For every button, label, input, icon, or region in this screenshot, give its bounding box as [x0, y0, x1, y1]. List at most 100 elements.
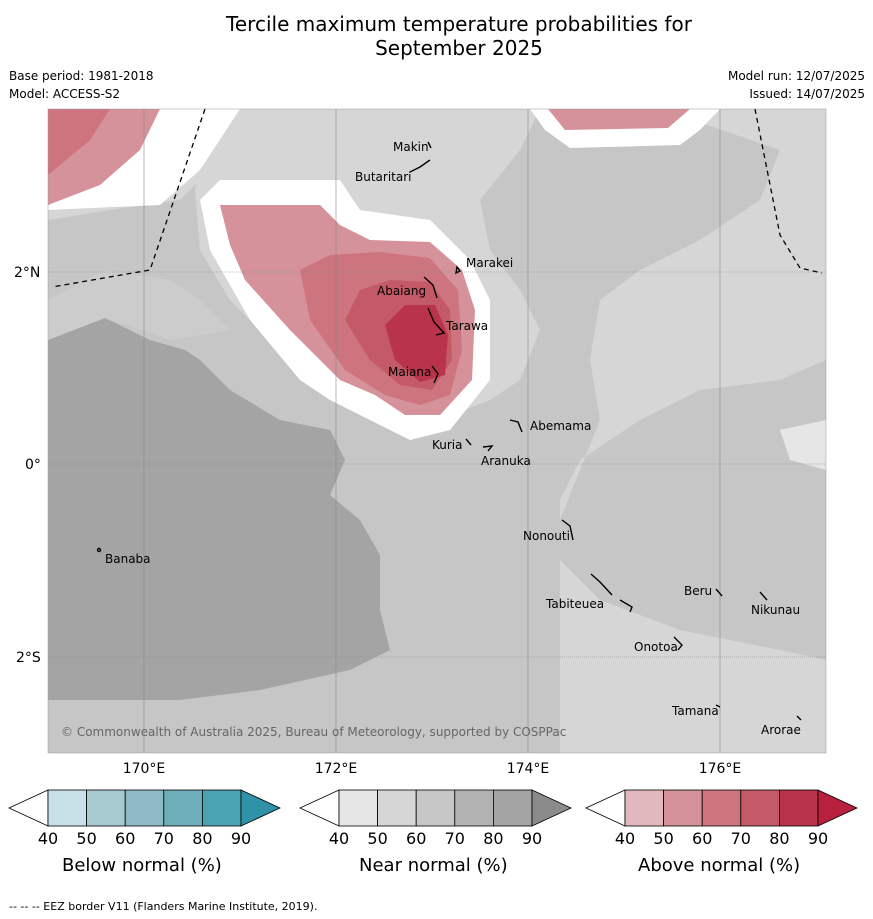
- place-label: Arorae: [761, 723, 801, 737]
- colorbar-segment: [415, 789, 456, 827]
- colorbar-tick-label: 60: [692, 829, 712, 848]
- island-kuria-shape: [465, 438, 472, 446]
- model-name: Model: ACCESS-S2: [9, 87, 121, 101]
- colorbar-segment: [454, 789, 494, 827]
- graticule: [48, 109, 826, 753]
- title-line-2: September 2025: [375, 36, 543, 60]
- island-onotoa-shape: [673, 636, 683, 651]
- colorbar-tick-label: 60: [115, 829, 135, 848]
- colorbar-tick-label: 40: [38, 829, 58, 848]
- place-label: Tabiteuea: [545, 597, 604, 611]
- colorbar-tick-label: 40: [329, 829, 349, 848]
- eez-border-west: [51, 108, 206, 288]
- colorbar-segment: [740, 789, 780, 827]
- colorbar-tick-label: 70: [731, 829, 751, 848]
- colorbar-high-extension: [531, 789, 572, 827]
- colorbar-tick-label: 70: [154, 829, 174, 848]
- colorbar-group: 40 50 60 70 80 90 40 50 60 70 80 90 40 50 60 70 80 90: [8, 789, 858, 848]
- colorbar-low-extension: [585, 789, 626, 827]
- colorbar-low-extension: [8, 789, 49, 827]
- colorbar-tick-label: 60: [406, 829, 426, 848]
- copyright-notice: © Commonwealth of Australia 2025, Bureau…: [61, 725, 566, 739]
- colorbar-tick-label: 80: [483, 829, 503, 848]
- place-label: Aranuka: [481, 454, 531, 468]
- near-normal-40-50-east: [780, 420, 826, 470]
- place-label: Nikunau: [751, 603, 800, 617]
- base-period: Base period: 1981-2018: [9, 69, 154, 83]
- map-frame: [47, 108, 827, 754]
- colorbar-tick-label: 90: [808, 829, 828, 848]
- island-maiana-shape: [431, 365, 439, 384]
- legend-title-near: Near normal (%): [359, 855, 508, 876]
- above-normal-60-70-nw: [48, 109, 110, 175]
- meta-left: Base period: 1981-2018 Model: ACCESS-S2: [9, 67, 154, 103]
- colorbar-segment: [86, 789, 126, 827]
- place-label: Tamana: [671, 704, 719, 718]
- colorbar-segment: [124, 789, 165, 827]
- eez-border: [51, 108, 823, 288]
- issued-date: Issued: 14/07/2025: [749, 87, 865, 101]
- axis-labels: 2°N 0° 2°S 170°E 172°E 174°E 176°E: [14, 265, 741, 777]
- place-label: Marakei: [466, 256, 513, 270]
- island-arorae-shape: [796, 715, 802, 721]
- colorbar-segment: [338, 789, 378, 827]
- island-butaritari-shape: [409, 159, 431, 173]
- island-tarawa-shape: [427, 307, 446, 336]
- colorbar-segment: [201, 789, 242, 827]
- place-label: Abaiang: [377, 284, 426, 298]
- colorbar-high-extension: [817, 789, 858, 827]
- colorbar-low-extension: [299, 789, 340, 827]
- model-run: Model run: 12/07/2025: [727, 69, 865, 83]
- place-label: Nonouti: [523, 529, 570, 543]
- colorbar-segment: [163, 789, 203, 827]
- island-abemama-shape: [509, 419, 523, 433]
- above-normal-50-60-north: [548, 109, 690, 130]
- colorbar-tick-label: 80: [192, 829, 212, 848]
- island-nikunau-shape: [759, 591, 768, 601]
- lon-label: 170°E: [123, 761, 166, 777]
- lat-label: 2°N: [14, 265, 40, 281]
- legend-title-below: Below normal (%): [62, 855, 222, 876]
- island-nonouti-shape: [561, 519, 574, 541]
- colorbar-high-extension: [240, 789, 281, 827]
- colorbar-segment: [47, 789, 87, 827]
- island-makin-shape: [427, 141, 432, 149]
- place-label: Onotoa: [634, 640, 678, 654]
- colorbar-tick-label: 50: [367, 829, 387, 848]
- island-aranuka-shape: [482, 445, 494, 452]
- colorbar-tick-label: 50: [653, 829, 673, 848]
- colorbar-segment: [377, 789, 417, 827]
- colorbar-tick-label: 80: [769, 829, 789, 848]
- place-label: Butaritari: [355, 170, 412, 184]
- place-label: Makin: [393, 140, 429, 154]
- island-tabiteuea-shape: [590, 573, 633, 613]
- place-label: Maiana: [388, 365, 431, 379]
- meta-right: Model run: 12/07/2025 Issued: 14/07/2025: [728, 67, 865, 103]
- eez-border-east: [754, 108, 823, 274]
- colorbar-tick-label: 40: [615, 829, 635, 848]
- place-labels: Makin Butaritari Marakei Abaiang Tarawa …: [105, 140, 801, 737]
- probability-field: [48, 109, 826, 753]
- near-normal-50-60-east: [560, 109, 826, 753]
- lon-label: 172°E: [315, 761, 358, 777]
- place-label: Beru: [684, 584, 712, 598]
- place-label: Banaba: [105, 552, 151, 566]
- near-normal-70-80-west: [48, 318, 390, 700]
- colorbar-segment: [779, 789, 819, 827]
- colorbar-segment: [663, 789, 703, 827]
- near-normal-transition: [48, 270, 230, 340]
- colorbar-segment: [492, 789, 533, 827]
- lon-label: 176°E: [699, 761, 742, 777]
- colorbar-segment: [701, 789, 742, 827]
- colorbar-tick-label: 90: [231, 829, 251, 848]
- island-banaba-shape: [96, 547, 102, 553]
- lon-label: 174°E: [507, 761, 550, 777]
- island-marakei-shape: [455, 265, 462, 275]
- colorbar-tick-label: 70: [445, 829, 465, 848]
- map-title: Tercile maximum temperature probabilitie…: [0, 12, 873, 60]
- footnote: -- -- -- EEZ border V11 (Flanders Marine…: [9, 900, 318, 913]
- island-tamana-shape: [715, 704, 721, 708]
- island-beru-shape: [715, 588, 723, 597]
- colorbar-segment: [624, 789, 664, 827]
